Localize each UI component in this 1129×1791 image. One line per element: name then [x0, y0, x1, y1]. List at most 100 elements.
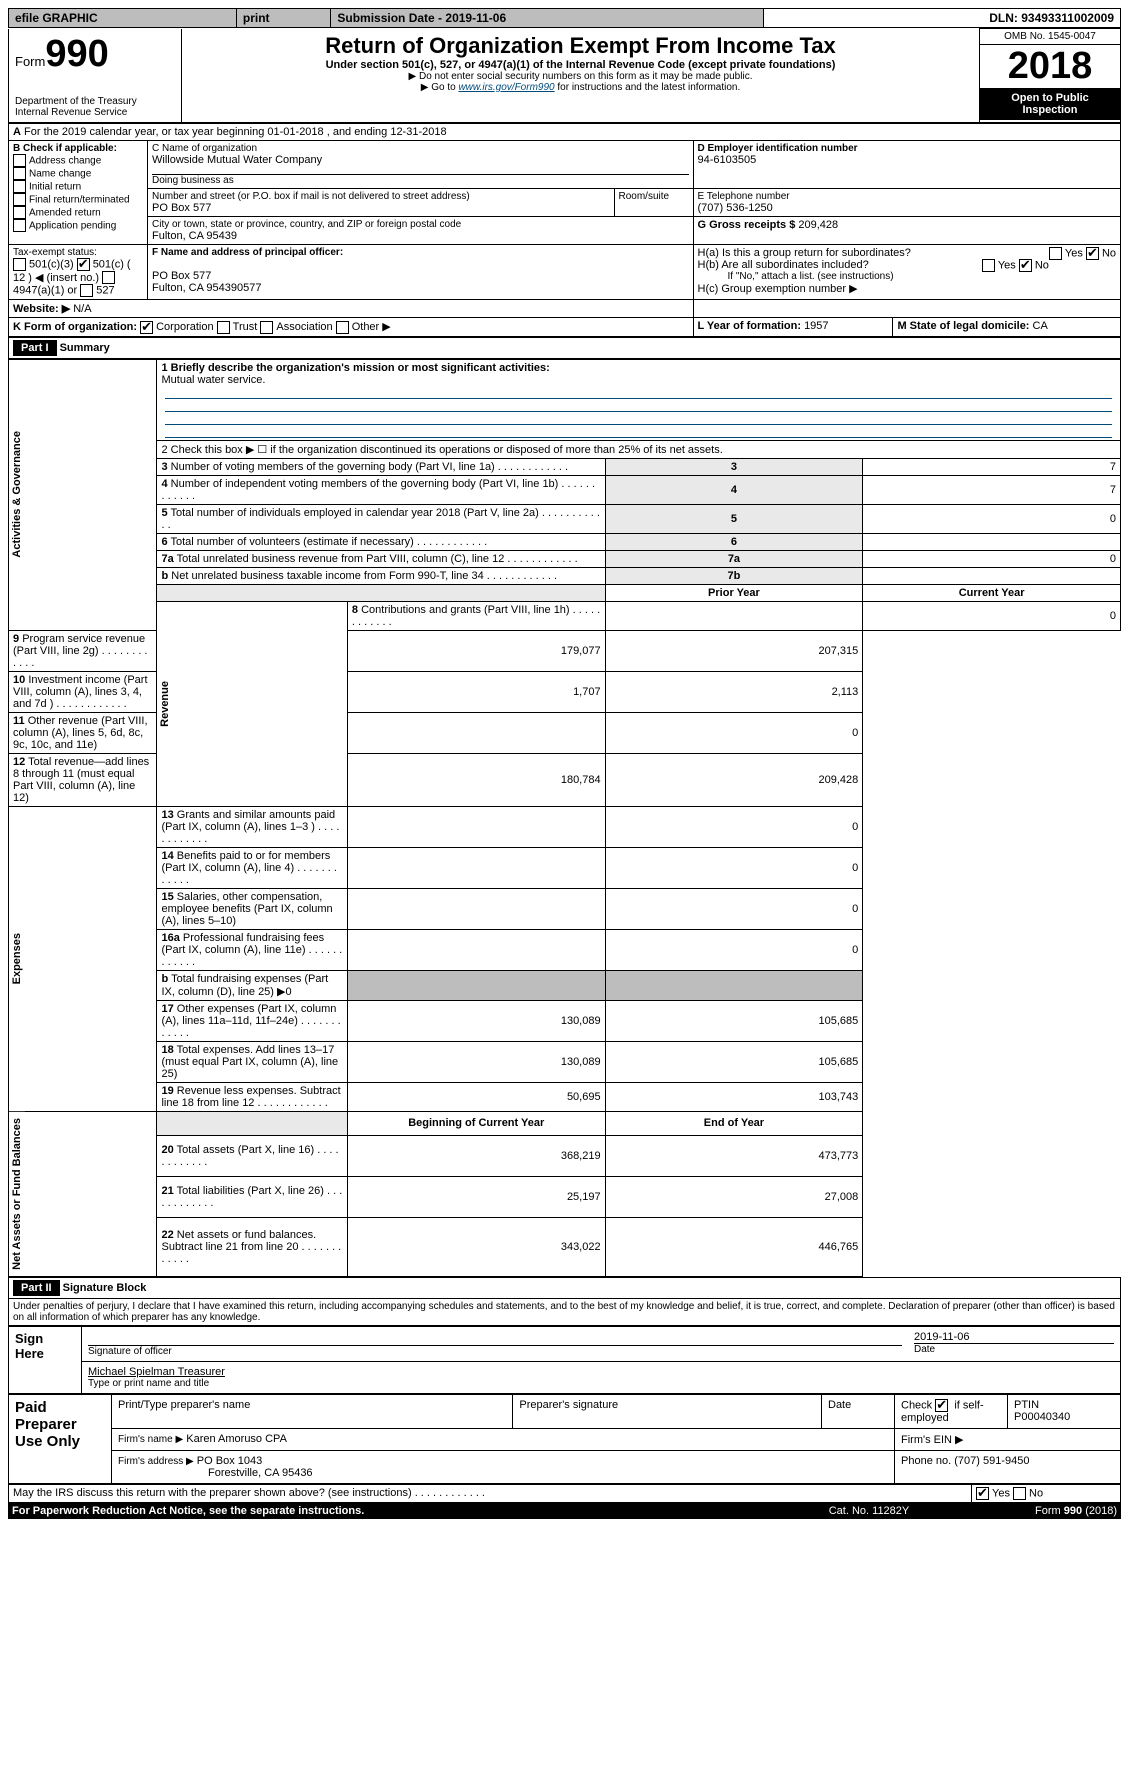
prep-sig-label: Preparer's signature — [513, 1394, 822, 1428]
room-label: Room/suite — [619, 191, 689, 202]
submission-date: Submission Date - 2019-11-06 — [331, 9, 764, 28]
dba-label: Doing business as — [152, 175, 689, 186]
website-value: N/A — [73, 303, 91, 315]
chk-other[interactable] — [336, 321, 349, 334]
line5-label: Total number of individuals employed in … — [170, 507, 538, 519]
line3-label: Number of voting members of the governin… — [171, 461, 495, 473]
part-ii-title: Signature Block — [63, 1282, 147, 1294]
section-exp: Expenses — [9, 927, 25, 990]
gross-label: G Gross receipts $ — [698, 219, 799, 231]
officer-addr2: Fulton, CA 954390577 — [152, 282, 689, 294]
k-label: K Form of organization: — [13, 321, 137, 333]
subtitle-2: ▶ Do not enter social security numbers o… — [188, 71, 973, 82]
pra-notice: For Paperwork Reduction Act Notice, see … — [12, 1505, 364, 1517]
chk-final-return[interactable]: Final return/terminated — [13, 193, 143, 206]
section-na: Net Assets or Fund Balances — [9, 1112, 25, 1276]
chk-app-pending[interactable]: Application pending — [13, 219, 143, 232]
h-a: H(a) Is this a group return for subordin… — [698, 247, 911, 259]
col-end-year: End of Year — [704, 1117, 764, 1129]
col-current-year: Current Year — [959, 587, 1025, 599]
form-footer: Form 990 (2018) — [953, 1503, 1121, 1519]
chk-name-change[interactable]: Name change — [13, 167, 143, 180]
firm-phone-label: Phone no. — [901, 1455, 954, 1467]
city-value: Fulton, CA 95439 — [152, 230, 689, 242]
line6-label: Total number of volunteers (estimate if … — [170, 536, 413, 548]
addr-label: Number and street (or P.O. box if mail i… — [152, 191, 610, 202]
declaration: Under penalties of perjury, I declare th… — [8, 1299, 1121, 1326]
chk-initial-return[interactable]: Initial return — [13, 180, 143, 193]
ein-value: 94-6103505 — [698, 154, 1117, 166]
city-label: City or town, state or province, country… — [152, 219, 689, 230]
officer-name-label: Type or print name and title — [88, 1378, 1114, 1389]
discuss-no[interactable] — [1013, 1487, 1026, 1500]
chk-corp[interactable] — [140, 321, 153, 334]
efile-label: efile GRAPHIC — [9, 9, 237, 28]
sign-date-label: Date — [914, 1344, 1114, 1355]
form-number: 990 — [45, 33, 108, 75]
part-i-bar: Part I — [13, 340, 57, 356]
website-label: Website: ▶ — [13, 303, 70, 315]
h-b: H(b) Are all subordinates included? — [698, 259, 869, 271]
chk-501c3[interactable] — [13, 258, 26, 271]
header-fields: A For the 2019 calendar year, or tax yea… — [8, 123, 1121, 337]
line7a-val: 0 — [863, 550, 1121, 567]
hb-no[interactable] — [1019, 259, 1032, 272]
officer-name: Michael Spielman Treasurer — [88, 1366, 1114, 1378]
phone-label: E Telephone number — [698, 191, 1117, 202]
paid-preparer-label: Paid Preparer Use Only — [9, 1394, 112, 1483]
open-inspection: Open to Public Inspection — [980, 88, 1120, 120]
tax-year: 2018 — [980, 45, 1120, 88]
gross-value: 209,428 — [798, 219, 838, 231]
line1-label: 1 Briefly describe the organization's mi… — [161, 362, 549, 374]
firm-addr1: PO Box 1043 — [197, 1455, 262, 1467]
section-rev: Revenue — [157, 675, 173, 733]
line-a: A For the 2019 calendar year, or tax yea… — [9, 123, 1121, 140]
ein-label: D Employer identification number — [698, 143, 858, 154]
ha-yes[interactable] — [1049, 247, 1062, 260]
officer-addr1: PO Box 577 — [152, 270, 689, 282]
col-begin-year: Beginning of Current Year — [408, 1117, 544, 1129]
addr-value: PO Box 577 — [152, 202, 610, 214]
h-c: H(c) Group exemption number ▶ — [698, 282, 1117, 295]
line7b-val — [863, 567, 1121, 584]
dln: DLN: 93493311002009 — [794, 9, 1121, 28]
chk-amended[interactable]: Amended return — [13, 206, 143, 219]
cat-no: Cat. No. 11282Y — [785, 1503, 953, 1519]
discuss-question: May the IRS discuss this return with the… — [13, 1487, 412, 1499]
prep-date-label: Date — [822, 1394, 895, 1428]
chk-4947[interactable] — [102, 271, 115, 284]
summary-grid: Activities & Governance 1 Briefly descri… — [8, 359, 1121, 1277]
line5-val: 0 — [863, 504, 1121, 533]
firm-name-label: Firm's name ▶ — [118, 1434, 183, 1445]
m-label: M State of legal domicile: — [897, 320, 1032, 332]
line7a-label: Total unrelated business revenue from Pa… — [177, 553, 505, 565]
chk-501c[interactable] — [77, 258, 90, 271]
domicile: CA — [1033, 320, 1048, 332]
h-note: If "No," attach a list. (see instruction… — [698, 271, 1117, 282]
firm-addr2: Forestville, CA 95436 — [118, 1467, 313, 1479]
line4-label: Number of independent voting members of … — [171, 478, 559, 490]
line3-val: 7 — [863, 458, 1121, 475]
col-prior-year: Prior Year — [708, 587, 760, 599]
chk-trust[interactable] — [217, 321, 230, 334]
firm-ein-label: Firm's EIN ▶ — [895, 1428, 1121, 1450]
form-title: Return of Organization Exempt From Incom… — [188, 33, 973, 59]
hb-yes[interactable] — [982, 259, 995, 272]
omb-number: OMB No. 1545-0047 — [980, 29, 1120, 45]
chk-527[interactable] — [80, 284, 93, 297]
org-name-label: C Name of organization — [152, 143, 689, 154]
section-ag: Activities & Governance — [9, 425, 25, 564]
chk-address-change[interactable]: Address change — [13, 154, 143, 167]
sign-here-label: Sign Here — [9, 1326, 82, 1393]
print-button[interactable]: print — [236, 9, 330, 28]
ptin-value: P00040340 — [1014, 1411, 1070, 1423]
form-word: Form — [15, 54, 45, 69]
sign-date: 2019-11-06 — [914, 1331, 1114, 1343]
instructions-link[interactable]: www.irs.gov/Form990 — [458, 82, 554, 93]
discuss-yes[interactable] — [976, 1487, 989, 1500]
year-formation: 1957 — [804, 320, 828, 332]
chk-self-employed[interactable] — [935, 1399, 948, 1412]
chk-assoc[interactable] — [260, 321, 273, 334]
ha-no[interactable] — [1086, 247, 1099, 260]
part-ii-bar: Part II — [13, 1280, 60, 1296]
